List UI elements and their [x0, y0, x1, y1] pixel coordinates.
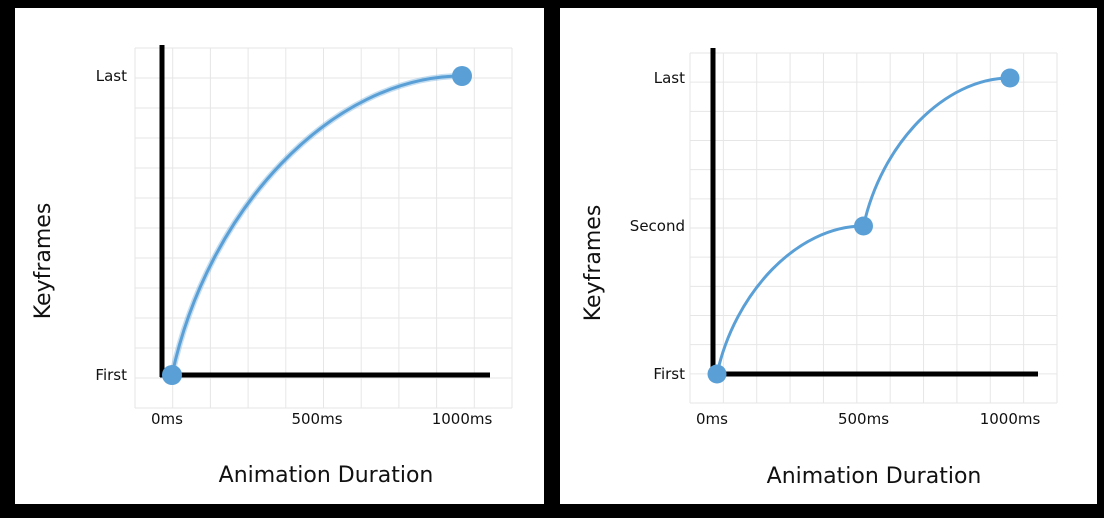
x-axis-title: Animation Duration [767, 464, 982, 489]
y-tick-label: Second [630, 217, 685, 235]
chart-right: 0ms 500ms 1000ms First Second Last Animation… [581, 48, 1058, 489]
y-tick-label: Last [96, 67, 127, 85]
y-axis-title: Keyframes [31, 203, 56, 320]
keyframe-point [162, 365, 182, 385]
x-axis-title: Animation Duration [219, 463, 434, 488]
x-tick-label: 0ms [151, 410, 183, 428]
y-tick-label: First [653, 365, 685, 383]
series-line [170, 74, 463, 376]
x-tick-label: 1000ms [432, 410, 493, 428]
y-tick-label: Last [654, 69, 685, 87]
keyframe-point [707, 364, 727, 384]
chart-panel-right: 0ms 500ms 1000ms First Second Last Animation… [560, 8, 1097, 504]
x-tick-label: 500ms [838, 410, 889, 428]
y-axis-title: Keyframes [581, 205, 606, 322]
keyframe-point [452, 66, 472, 86]
y-tick-label: First [95, 366, 127, 384]
keyframe-point [854, 216, 873, 236]
x-tick-label: 1000ms [980, 410, 1041, 428]
series-line-glow [169, 73, 463, 376]
chart-left: 0ms 500ms 1000ms First Last Animation Durat… [31, 45, 513, 488]
x-tick-label: 0ms [696, 410, 728, 428]
keyframe-point [1000, 68, 1020, 88]
chart-panel-left: 0ms 500ms 1000ms First Last Animation Durat… [15, 8, 544, 504]
x-tick-label: 500ms [291, 410, 342, 428]
